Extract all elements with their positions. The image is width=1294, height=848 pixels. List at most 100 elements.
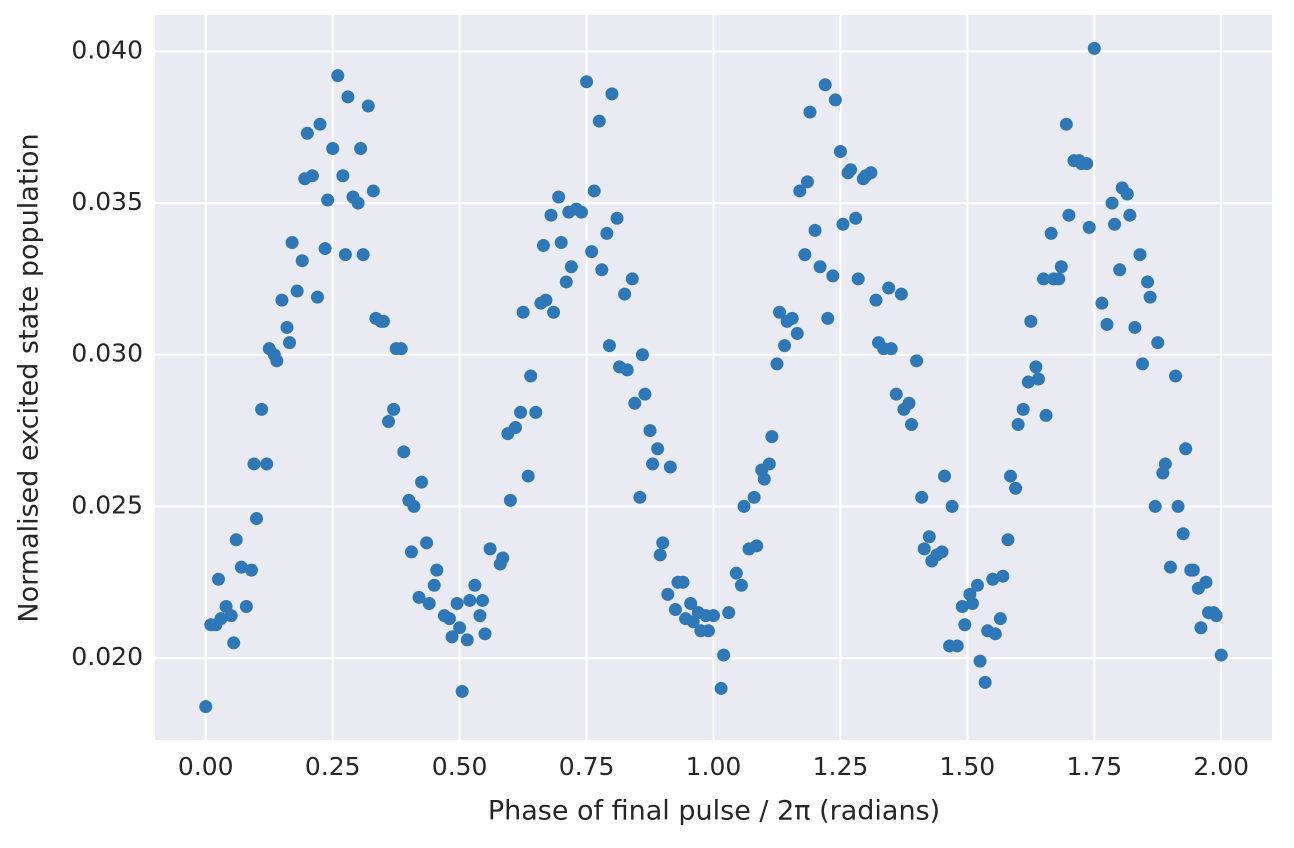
- point: [552, 190, 566, 204]
- x-tick-label: 1.25: [813, 752, 869, 781]
- point: [1087, 41, 1101, 55]
- point: [1199, 575, 1213, 589]
- point: [1044, 226, 1058, 240]
- point: [646, 457, 660, 471]
- point: [803, 105, 817, 119]
- point: [592, 114, 606, 128]
- point: [1133, 248, 1147, 262]
- point: [813, 260, 827, 274]
- point: [884, 342, 898, 356]
- y-tick-label: 0.040: [71, 35, 143, 64]
- point: [798, 248, 812, 262]
- point: [618, 287, 632, 301]
- point: [250, 512, 264, 526]
- point: [993, 612, 1007, 626]
- point: [547, 305, 561, 319]
- point: [394, 342, 408, 356]
- point: [283, 336, 297, 350]
- point: [747, 490, 761, 504]
- point: [653, 548, 667, 562]
- x-tick-label: 0.75: [559, 752, 615, 781]
- point: [1009, 481, 1023, 495]
- point: [638, 387, 652, 401]
- x-tick-label: 2.00: [1193, 752, 1249, 781]
- point: [707, 609, 720, 623]
- point: [554, 236, 568, 250]
- point: [361, 99, 375, 113]
- point: [714, 681, 728, 695]
- point: [1024, 314, 1038, 328]
- point: [1141, 275, 1155, 289]
- point: [422, 596, 436, 610]
- y-axis-label: Normalised excited state population: [14, 133, 45, 622]
- point: [473, 609, 487, 623]
- point: [1001, 533, 1015, 547]
- point: [351, 196, 365, 210]
- x-tick-label: 1.00: [686, 752, 742, 781]
- point: [849, 211, 863, 225]
- point: [585, 245, 599, 259]
- point: [1148, 499, 1162, 513]
- point: [1128, 320, 1142, 334]
- point: [1082, 220, 1096, 234]
- point: [211, 572, 225, 586]
- point: [280, 320, 294, 334]
- point: [310, 290, 324, 304]
- point: [536, 239, 550, 253]
- point: [1016, 402, 1030, 416]
- point: [910, 354, 924, 368]
- point: [1209, 609, 1223, 623]
- point: [336, 169, 350, 183]
- point: [524, 369, 538, 383]
- point: [1108, 217, 1122, 231]
- y-tick-label: 0.020: [71, 642, 143, 671]
- point: [503, 493, 517, 507]
- point: [1031, 372, 1045, 386]
- point: [239, 600, 253, 614]
- point: [625, 272, 639, 286]
- point: [1171, 499, 1185, 513]
- point: [1105, 196, 1119, 210]
- point: [285, 236, 299, 250]
- point: [965, 596, 979, 610]
- point: [722, 606, 736, 620]
- point: [1163, 560, 1177, 574]
- point: [412, 590, 426, 604]
- point: [529, 405, 543, 419]
- point: [376, 314, 390, 328]
- point: [922, 530, 936, 544]
- point: [521, 469, 535, 483]
- point: [305, 169, 319, 183]
- point: [628, 396, 642, 410]
- point: [684, 596, 698, 610]
- point: [331, 69, 345, 83]
- point: [793, 184, 807, 198]
- point: [757, 472, 771, 486]
- point: [483, 542, 497, 556]
- point: [1021, 375, 1035, 389]
- y-tick-label: 0.035: [71, 187, 143, 216]
- point: [818, 78, 832, 92]
- point: [889, 387, 903, 401]
- point: [564, 260, 578, 274]
- point: [539, 293, 553, 307]
- point: [915, 490, 929, 504]
- point: [430, 563, 444, 577]
- point: [1054, 260, 1068, 274]
- point: [442, 612, 456, 626]
- point: [1158, 457, 1172, 471]
- point: [214, 612, 228, 626]
- point: [643, 424, 657, 438]
- point: [765, 430, 779, 444]
- point: [1186, 563, 1200, 577]
- point: [762, 457, 776, 471]
- point: [496, 551, 510, 565]
- point: [587, 184, 601, 198]
- x-tick-label: 0.25: [305, 752, 361, 781]
- point: [935, 545, 949, 559]
- point: [455, 684, 469, 698]
- point: [988, 627, 1002, 641]
- point: [420, 536, 434, 550]
- point: [938, 469, 952, 483]
